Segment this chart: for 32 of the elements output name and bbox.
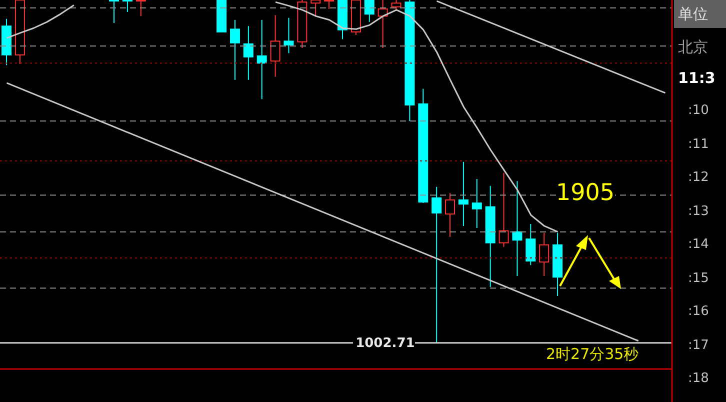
candlestick — [364, 0, 374, 22]
candlestick — [472, 178, 482, 229]
candlestick — [458, 161, 468, 226]
annotation: 1905 — [556, 180, 615, 206]
text: :14 — [688, 237, 709, 253]
text: :10 — [688, 103, 709, 119]
candlestick — [109, 0, 120, 24]
candlestick — [526, 223, 536, 266]
candlestick — [512, 180, 522, 277]
candlestick — [432, 186, 442, 344]
candlestick — [284, 17, 294, 54]
candlestick — [243, 26, 254, 80]
candlestick — [445, 192, 456, 238]
text: 11:3 — [678, 68, 716, 88]
text: :11 — [688, 136, 709, 152]
text: :18 — [688, 371, 709, 387]
text: :17 — [688, 338, 709, 354]
candlestick — [270, 14, 280, 78]
candlestick — [498, 172, 509, 248]
text: :16 — [688, 304, 709, 320]
candlestick — [256, 19, 267, 100]
text: :12 — [688, 170, 709, 186]
text: 单位 — [674, 0, 726, 28]
candlestick — [230, 19, 240, 80]
text: :15 — [688, 270, 709, 286]
annotation: 1002.71 — [352, 336, 415, 351]
candlestick — [136, 0, 146, 17]
candlestick — [539, 232, 550, 277]
candlestick — [122, 0, 132, 13]
text: :13 — [688, 204, 709, 220]
text: 北京 — [678, 37, 708, 57]
text: 2时27分35秒 — [546, 345, 639, 363]
